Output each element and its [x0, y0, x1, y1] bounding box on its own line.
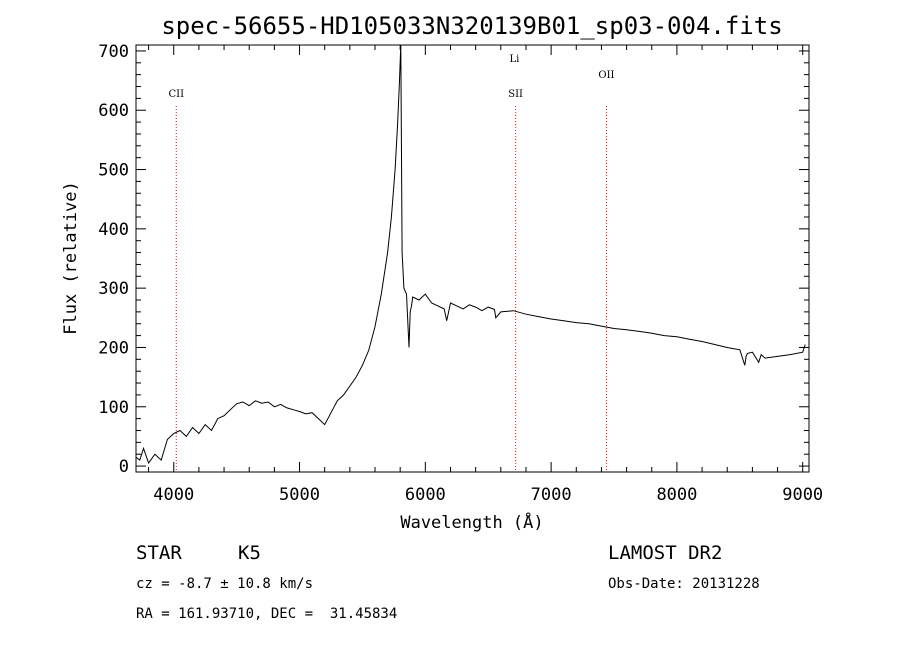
- object-class: STAR: [136, 542, 182, 564]
- spectrum-chart: spec-56655-HD105033N320139B01_sp03-004.f…: [61, 12, 823, 533]
- plot-frame: [135, 44, 810, 473]
- y-tick-label: 700: [98, 42, 129, 62]
- y-tick-label: 300: [98, 279, 129, 299]
- axis-layer: 4000 5000 6000 7000 8000 9000 0 100 200 300 400 500…: [98, 42, 823, 505]
- marker-label-li: Li: [509, 54, 519, 65]
- ra-dec-coordinates: RA = 161.93710, DEC = 31.45834: [136, 606, 398, 622]
- marker-label-cii: CII: [168, 89, 184, 100]
- y-tick-label: 600: [98, 101, 129, 121]
- marker-label-oii: OII: [598, 70, 614, 81]
- object-subclass: K5: [238, 542, 261, 564]
- y-tick-label: 400: [98, 220, 129, 240]
- y-axis-label: Flux (relative): [61, 181, 81, 335]
- series-spectrum-line: [135, 44, 806, 465]
- x-tick-label: 7000: [531, 485, 572, 505]
- x-tick-label: 5000: [279, 485, 320, 505]
- marker-label-sii: SII: [508, 89, 523, 100]
- x-tick-label: 6000: [405, 485, 446, 505]
- y-tick-label: 100: [98, 398, 129, 418]
- chart-title: spec-56655-HD105033N320139B01_sp03-004.f…: [161, 12, 782, 40]
- y-tick-label: 0: [119, 457, 129, 477]
- x-tick-label: 9000: [782, 485, 823, 505]
- x-tick-label: 4000: [153, 485, 194, 505]
- survey-name: LAMOST DR2: [608, 542, 723, 564]
- observation-date: Obs-Date: 20131228: [608, 576, 760, 592]
- redshift-cz: cz = -8.7 ± 10.8 km/s: [136, 576, 314, 592]
- y-tick-label: 200: [98, 338, 129, 358]
- x-tick-label: 8000: [656, 485, 697, 505]
- marker-layer: CII Li SII OII: [168, 54, 615, 472]
- x-axis-label: Wavelength (Å): [400, 511, 543, 533]
- y-tick-label: 500: [98, 161, 129, 181]
